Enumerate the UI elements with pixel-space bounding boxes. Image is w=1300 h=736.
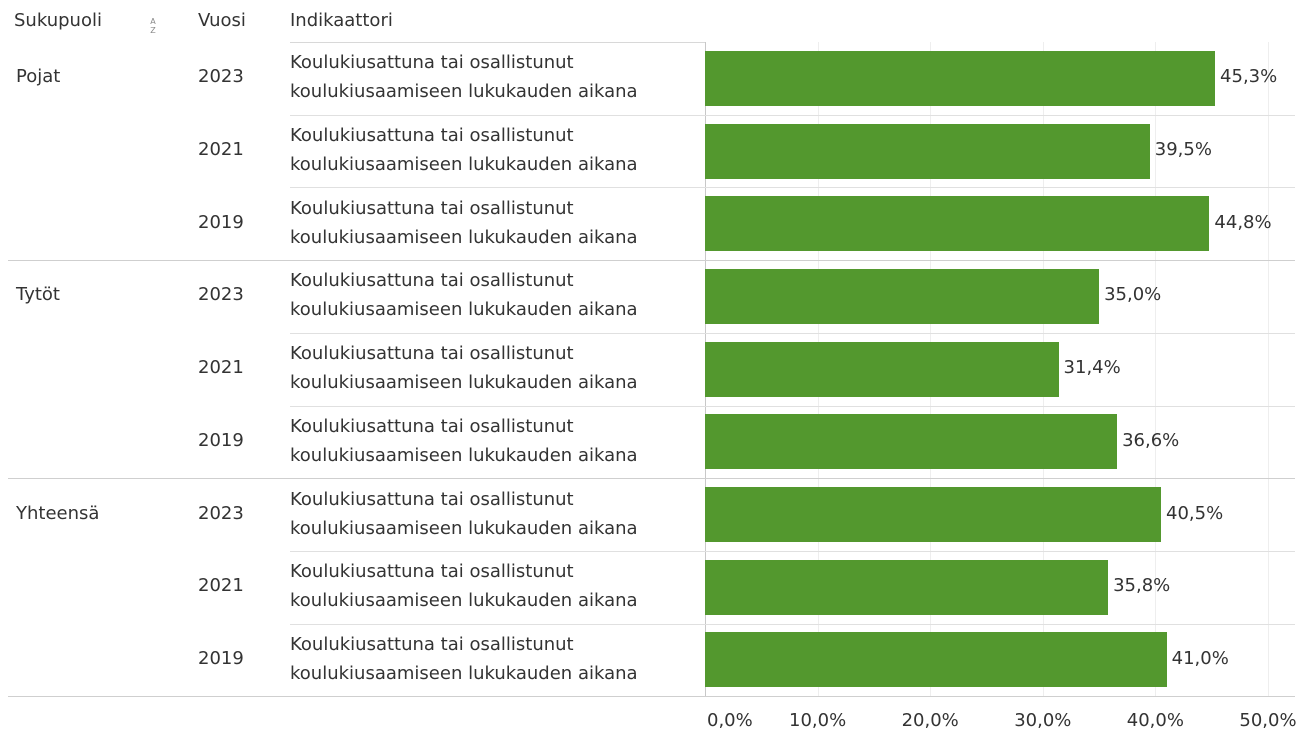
value-label: 36,6% — [1122, 429, 1180, 451]
indicator-label: Koulukiusattuna tai osallistunut kouluki… — [290, 197, 638, 248]
year-label: 2023 — [198, 284, 244, 306]
group-separator — [8, 696, 1295, 698]
row-separator — [290, 332, 1295, 334]
group-separator — [8, 478, 1295, 480]
indicator-label: Koulukiusattuna tai osallistunut kouluki… — [290, 270, 638, 321]
year-label: 2021 — [198, 575, 244, 597]
indicator-label: Koulukiusattuna tai osallistunut kouluki… — [290, 343, 638, 394]
value-label: 31,4% — [1063, 357, 1121, 379]
value-label: 45,3% — [1220, 66, 1278, 88]
row-separator — [290, 623, 1295, 625]
group-label: Yhteensä — [16, 502, 100, 524]
value-label: 39,5% — [1154, 139, 1212, 161]
value-label: 44,8% — [1214, 211, 1272, 233]
grid-line — [1155, 42, 1157, 697]
value-label: 41,0% — [1171, 647, 1229, 669]
year-label: 2019 — [198, 211, 244, 233]
bar — [705, 123, 1150, 179]
row-separator — [290, 550, 1295, 552]
x-tick-label: 40,0% — [1126, 710, 1184, 731]
x-tick-label: 0,0% — [707, 710, 753, 731]
svg-text:A: A — [150, 17, 156, 26]
x-tick-label: 20,0% — [901, 710, 959, 731]
bar — [705, 487, 1161, 543]
row-separator — [290, 114, 1295, 116]
bar — [705, 50, 1216, 106]
x-tick-label: 50,0% — [1239, 710, 1297, 731]
year-label: 2019 — [198, 429, 244, 451]
header-separator — [290, 42, 705, 43]
bar — [705, 414, 1118, 470]
bar — [705, 196, 1210, 252]
header: Vuosi — [198, 10, 246, 31]
sort-icon[interactable]: A Z — [148, 16, 158, 34]
indicator-label: Koulukiusattuna tai osallistunut kouluki… — [290, 488, 638, 539]
group-separator — [8, 260, 1295, 262]
bar — [705, 632, 1167, 688]
header: Indikaattori — [290, 10, 393, 31]
value-label: 40,5% — [1166, 502, 1224, 524]
svg-text:Z: Z — [150, 26, 156, 34]
group-label: Pojat — [16, 66, 61, 88]
x-tick-label: 10,0% — [789, 710, 847, 731]
row-separator — [290, 187, 1295, 189]
bar — [705, 341, 1059, 397]
bar — [705, 268, 1100, 324]
header: Sukupuoli — [14, 10, 102, 31]
year-label: 2023 — [198, 502, 244, 524]
row-separator — [290, 405, 1295, 407]
value-label: 35,8% — [1113, 575, 1171, 597]
group-label: Tytöt — [16, 284, 60, 306]
value-label: 35,0% — [1104, 284, 1162, 306]
bar — [705, 559, 1109, 615]
year-label: 2019 — [198, 647, 244, 669]
indicator-label: Koulukiusattuna tai osallistunut kouluki… — [290, 52, 638, 103]
x-tick-label: 30,0% — [1014, 710, 1072, 731]
indicator-label: Koulukiusattuna tai osallistunut kouluki… — [290, 415, 638, 466]
year-label: 2021 — [198, 139, 244, 161]
year-label: 2021 — [198, 357, 244, 379]
indicator-label: Koulukiusattuna tai osallistunut kouluki… — [290, 633, 638, 684]
indicator-label: Koulukiusattuna tai osallistunut kouluki… — [290, 561, 638, 612]
indicator-label: Koulukiusattuna tai osallistunut kouluki… — [290, 125, 638, 176]
grid-line — [1267, 42, 1269, 697]
year-label: 2023 — [198, 66, 244, 88]
